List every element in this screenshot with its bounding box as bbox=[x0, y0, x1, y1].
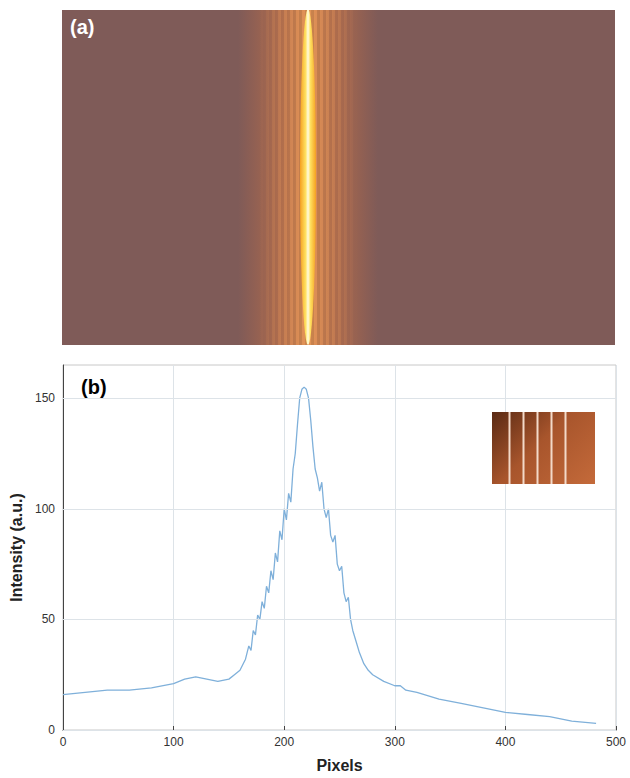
svg-text:0: 0 bbox=[48, 723, 55, 737]
svg-text:(a): (a) bbox=[70, 16, 94, 38]
svg-text:300: 300 bbox=[385, 735, 405, 749]
svg-text:200: 200 bbox=[274, 735, 294, 749]
svg-text:Pixels: Pixels bbox=[316, 757, 362, 774]
svg-text:0: 0 bbox=[60, 735, 67, 749]
svg-text:400: 400 bbox=[495, 735, 515, 749]
svg-text:500: 500 bbox=[606, 735, 626, 749]
svg-text:150: 150 bbox=[35, 391, 55, 405]
svg-text:100: 100 bbox=[164, 735, 184, 749]
svg-text:100: 100 bbox=[35, 502, 55, 516]
svg-text:Intensity (a.u.): Intensity (a.u.) bbox=[8, 493, 25, 601]
svg-text:50: 50 bbox=[42, 612, 56, 626]
svg-text:(b): (b) bbox=[81, 376, 107, 398]
